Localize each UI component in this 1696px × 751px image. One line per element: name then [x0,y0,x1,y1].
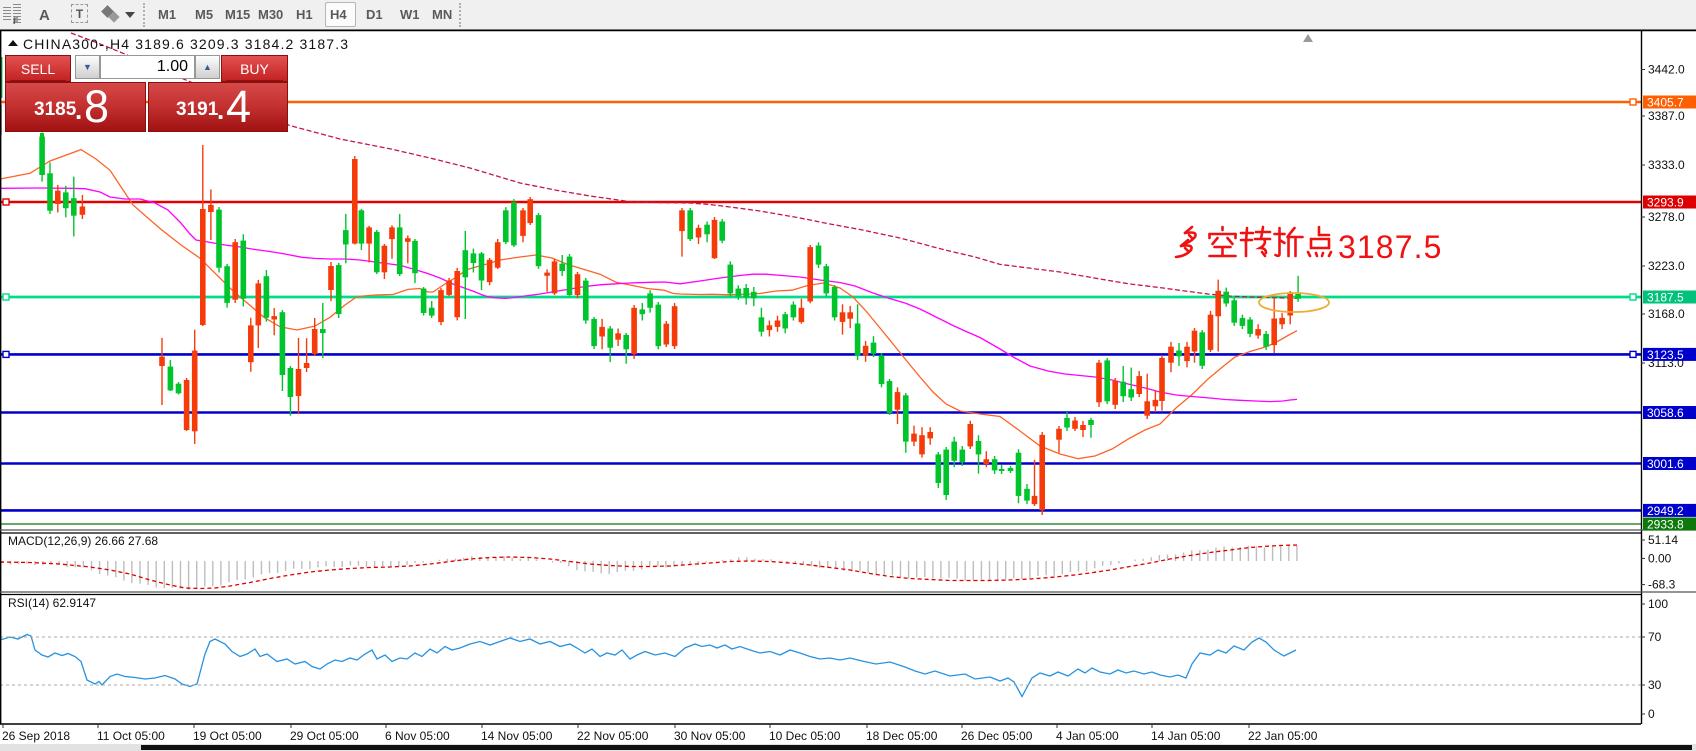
svg-text:14 Jan 05:00: 14 Jan 05:00 [1151,729,1221,743]
svg-text:29 Oct 05:00: 29 Oct 05:00 [290,729,359,743]
svg-text:3278.0: 3278.0 [1648,210,1685,224]
svg-text:70: 70 [1648,630,1662,644]
svg-text:19 Oct 05:00: 19 Oct 05:00 [193,729,262,743]
svg-text:30 Nov 05:00: 30 Nov 05:00 [674,729,746,743]
svg-text:3123.5: 3123.5 [1647,348,1684,362]
svg-text:3187.5: 3187.5 [1647,291,1684,305]
svg-text:3405.7: 3405.7 [1647,96,1684,110]
svg-text:CHINA300-,H4 3189.6 3209.3 31: CHINA300-,H4 3189.6 3209.3 3184.2 3187.3 [23,36,349,52]
svg-text:11 Oct 05:00: 11 Oct 05:00 [97,729,165,743]
svg-text:3187.5: 3187.5 [1338,229,1442,265]
svg-text:14 Nov 05:00: 14 Nov 05:00 [481,729,553,743]
svg-text:3223.0: 3223.0 [1648,259,1685,273]
svg-text:3387.0: 3387.0 [1648,109,1685,123]
svg-text:3001.6: 3001.6 [1647,457,1684,471]
svg-text:3442.0: 3442.0 [1648,63,1685,77]
svg-text:51.14: 51.14 [1648,533,1678,547]
svg-text:3058.6: 3058.6 [1647,406,1684,420]
svg-text:26 Sep 2018: 26 Sep 2018 [2,729,70,743]
svg-text:2933.8: 2933.8 [1647,518,1684,532]
svg-text:2949.2: 2949.2 [1647,504,1684,518]
svg-text:18 Dec 05:00: 18 Dec 05:00 [866,729,938,743]
svg-text:MACD(12,26,9) 26.66 27.68: MACD(12,26,9) 26.66 27.68 [8,534,158,548]
svg-text:3293.9: 3293.9 [1647,196,1684,210]
svg-text:RSI(14) 62.9147: RSI(14) 62.9147 [8,596,96,610]
svg-text:100: 100 [1648,597,1668,611]
svg-text:6 Nov 05:00: 6 Nov 05:00 [385,729,450,743]
svg-text:30: 30 [1648,678,1662,692]
svg-text:3168.0: 3168.0 [1648,307,1685,321]
svg-text:0.00: 0.00 [1648,551,1672,565]
svg-text:3333.0: 3333.0 [1648,158,1685,172]
svg-text:4 Jan 05:00: 4 Jan 05:00 [1056,729,1119,743]
svg-text:0: 0 [1648,707,1655,721]
svg-text:22 Jan 05:00: 22 Jan 05:00 [1248,729,1318,743]
svg-text:10 Dec 05:00: 10 Dec 05:00 [769,729,841,743]
svg-text:22 Nov 05:00: 22 Nov 05:00 [577,729,649,743]
svg-text:26 Dec 05:00: 26 Dec 05:00 [961,729,1033,743]
svg-text:-68.3: -68.3 [1648,578,1676,592]
